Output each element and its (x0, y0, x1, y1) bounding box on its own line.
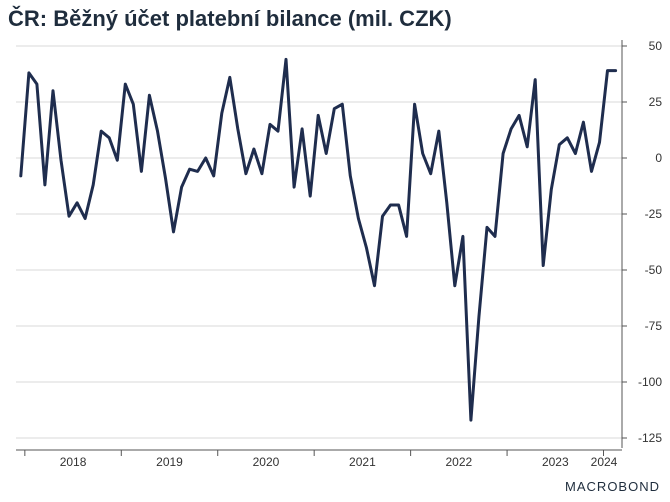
y-tick-label: -100 (638, 375, 662, 389)
y-tick-label: 0 (655, 151, 662, 165)
series-line (19, 57, 618, 422)
y-tick-label: -75 (645, 319, 663, 333)
chart-title: ČR: Běžný účet platební bilance (mil. CZ… (8, 6, 452, 31)
y-tick-label: -125 (638, 431, 662, 445)
x-tick-label: 2024 (591, 455, 618, 469)
x-tick-label: 2018 (60, 455, 87, 469)
x-tick-label: 2019 (156, 455, 183, 469)
y-tick-label: 25 (649, 95, 663, 109)
x-tick-label: 2023 (542, 455, 569, 469)
y-tick-label: -25 (645, 207, 663, 221)
y-tick-label: -50 (645, 263, 663, 277)
x-tick-label: 2022 (445, 455, 472, 469)
x-tick-label: 2020 (253, 455, 280, 469)
macrobond-logo: MACROBOND (565, 479, 660, 494)
x-tick-label: 2021 (349, 455, 376, 469)
y-tick-label: 50 (649, 39, 663, 53)
